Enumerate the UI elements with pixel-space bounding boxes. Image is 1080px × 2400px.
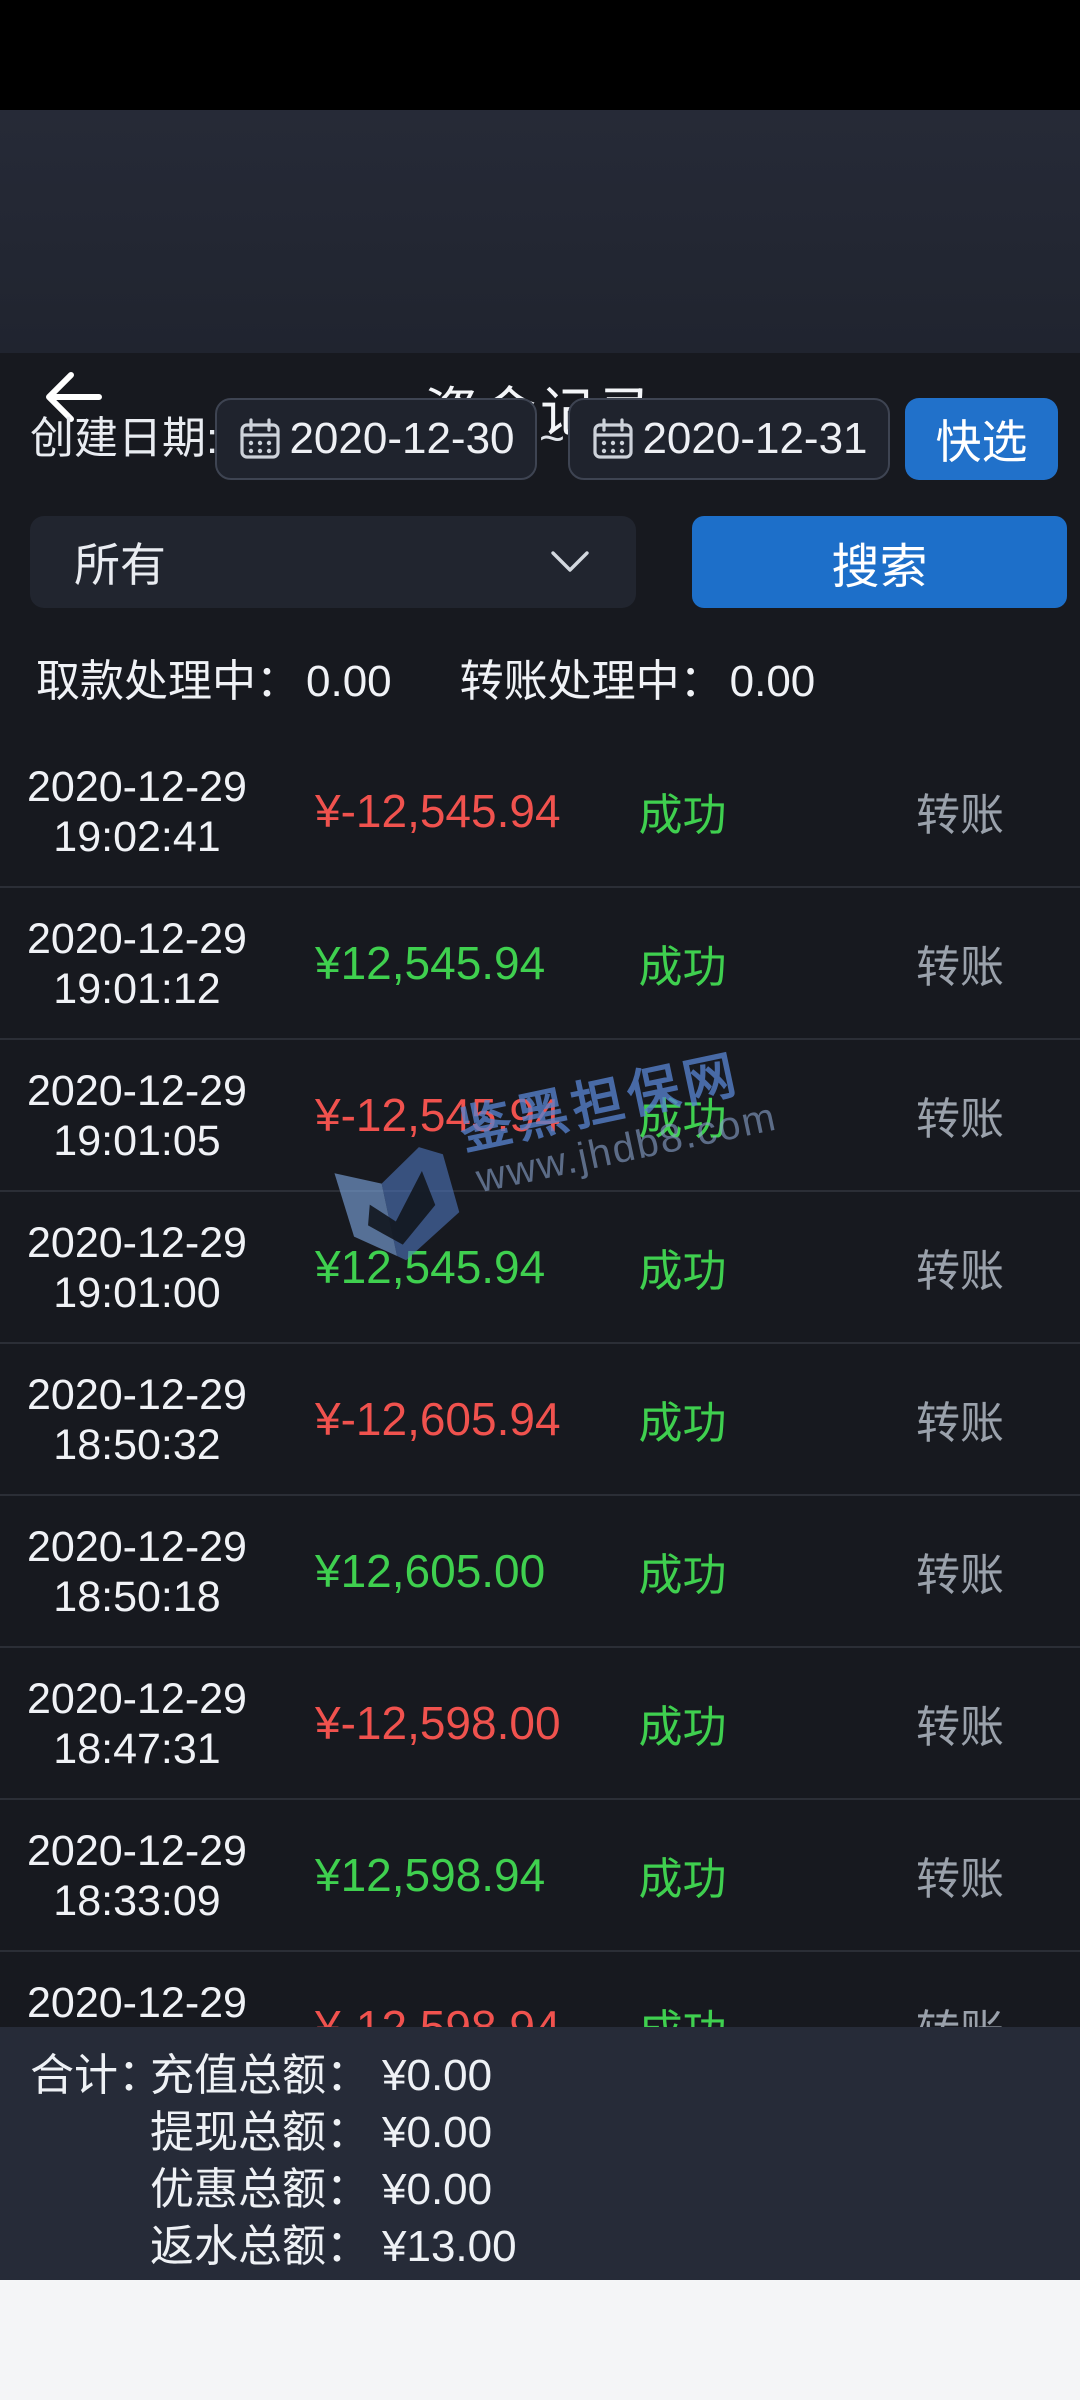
summary-row-label: 提现总额： xyxy=(150,2108,370,2157)
withdraw-processing-value: 0.00 xyxy=(306,657,392,706)
txn-type: 转账 xyxy=(916,1855,1004,1904)
txn-status: 成功 xyxy=(638,1399,727,1448)
calendar-icon xyxy=(237,416,283,462)
txn-status: 成功 xyxy=(638,1855,727,1904)
search-button-label: 搜索 xyxy=(831,541,928,594)
txn-type: 转账 xyxy=(916,1399,1004,1448)
summary-row-value: ¥0.00 xyxy=(382,2165,493,2214)
quick-select-button[interactable]: 快选 xyxy=(905,398,1058,480)
txn-amount: ¥-12,605.94 xyxy=(315,1393,561,1445)
summary-rows: 充值总额： ¥0.00 提现总额： ¥0.00 优惠总额： ¥0.00 返水总额： ¥1… xyxy=(150,2047,517,2275)
table-row: 2020-12-29 18:50:18 ¥12,605.00 成功 转账 xyxy=(0,1496,1080,1648)
txn-status: 成功 xyxy=(638,1247,727,1296)
quick-select-label: 快选 xyxy=(935,416,1028,468)
table-row: 2020-12-29 19:01:05 ¥-12,545.94 成功 转账 xyxy=(0,1040,1080,1192)
type-filter-value: 所有 xyxy=(74,539,166,591)
txn-type: 转账 xyxy=(916,1095,1004,1144)
date-to-input[interactable]: 2020-12-31 xyxy=(568,398,890,480)
date-from-value: 2020-12-30 xyxy=(289,414,515,463)
txn-type: 转账 xyxy=(880,1952,1040,2027)
withdraw-processing-label: 取款处理中： xyxy=(36,657,300,706)
txn-datetime: 2020-12-29 19:01:00 xyxy=(27,1219,247,1317)
txn-type: 转账 xyxy=(916,791,1004,840)
txn-datetime: 2020-12-29 18:47:31 xyxy=(27,1675,247,1773)
summary-row-label: 优惠总额： xyxy=(150,2165,370,2214)
table-row: 2020-12-29 18:47:31 ¥-12,598.00 成功 转账 xyxy=(0,1648,1080,1800)
date-filter-label: 创建日期: xyxy=(30,414,219,463)
header: 资金记录 xyxy=(0,110,1080,443)
withdraw-processing: 取款处理中： 0.00 xyxy=(30,657,392,706)
transaction-list[interactable]: 2020-12-29 19:02:41 ¥-12,545.94 成功 转账 202… xyxy=(0,736,1080,2027)
txn-type: 转账 xyxy=(916,1703,1004,1752)
txn-datetime: 2020-12-29 19:02:41 xyxy=(27,763,247,861)
date-to-value: 2020-12-31 xyxy=(642,414,868,463)
txn-status: 成功 xyxy=(638,791,727,840)
txn-datetime: 2020-12-29 18:50:32 xyxy=(27,1371,247,1469)
txn-amount: ¥12,598.94 xyxy=(315,1849,546,1901)
txn-datetime: 2020-12-29 19:01:12 xyxy=(27,915,247,1013)
txn-amount: ¥12,545.94 xyxy=(315,1241,546,1293)
summary-row-value: ¥13.00 xyxy=(382,2222,517,2271)
txn-amount: ¥12,545.94 xyxy=(315,937,546,989)
table-row: 2020-12-29 19:01:00 ¥12,545.94 成功 转账 xyxy=(0,1192,1080,1344)
date-from-input[interactable]: 2020-12-30 xyxy=(215,398,537,480)
txn-type: 转账 xyxy=(916,943,1004,992)
summary-row-value: ¥0.00 xyxy=(382,2108,493,2157)
txn-amount: ¥-12,598.00 xyxy=(315,1697,561,1749)
summary-row-deposit: 充值总额： ¥0.00 xyxy=(150,2047,517,2104)
txn-datetime: 2020-12-29 xyxy=(27,1979,247,2027)
back-button[interactable] xyxy=(38,362,108,432)
txn-status: 成功 xyxy=(638,1095,727,1144)
summary-row-rebate: 返水总额： ¥13.00 xyxy=(150,2218,517,2275)
txn-status: 成功 xyxy=(638,943,727,992)
summary-total-label: 合计： xyxy=(30,2051,162,2100)
summary-row-label: 充值总额： xyxy=(150,2051,370,2100)
status-bar xyxy=(0,0,1080,110)
txn-type: 转账 xyxy=(916,1551,1004,1600)
summary-row-bonus: 优惠总额： ¥0.00 xyxy=(150,2161,517,2218)
chevron-down-icon xyxy=(550,550,590,574)
txn-amount: ¥-12,598.94 xyxy=(315,2001,561,2027)
table-row: 2020-12-29 18:50:32 ¥-12,605.94 成功 转账 xyxy=(0,1344,1080,1496)
search-button[interactable]: 搜索 xyxy=(692,516,1067,608)
txn-amount: ¥-12,545.94 xyxy=(315,1089,561,1141)
android-nav-bar xyxy=(0,2280,1080,2400)
table-row: 2020-12-29 18:33:09 ¥12,598.94 成功 转账 xyxy=(0,1800,1080,1952)
transfer-processing-value: 0.00 xyxy=(729,657,816,706)
txn-datetime: 2020-12-29 19:01:05 xyxy=(27,1067,247,1165)
txn-amount: ¥-12,545.94 xyxy=(315,785,561,837)
transfer-processing: 转账处理中： 0.00 xyxy=(454,657,816,706)
txn-status: 成功 xyxy=(638,1703,727,1752)
processing-summary: 取款处理中： 0.00 转账处理中： 0.00 xyxy=(30,648,877,716)
table-row: 2020-12-29 ¥-12,598.94 成功 转账 xyxy=(0,1952,1080,2027)
txn-status: 成功 xyxy=(638,1551,727,1600)
summary-row-withdraw: 提现总额： ¥0.00 xyxy=(150,2104,517,2161)
summary-row-value: ¥0.00 xyxy=(382,2051,493,2100)
txn-datetime: 2020-12-29 18:33:09 xyxy=(27,1827,247,1925)
type-filter-dropdown[interactable]: 所有 xyxy=(30,516,636,608)
date-range-separator: ~ xyxy=(539,414,565,463)
transfer-processing-label: 转账处理中： xyxy=(459,657,724,706)
summary-row-label: 返水总额： xyxy=(150,2222,370,2271)
txn-amount: ¥12,605.00 xyxy=(315,1545,546,1597)
back-arrow-icon xyxy=(46,372,102,422)
txn-status: 成功 xyxy=(610,1952,755,2027)
summary-panel: 合计： 充值总额： ¥0.00 提现总额： ¥0.00 优惠总额： ¥0.00 返水总… xyxy=(0,2027,1080,2280)
txn-type: 转账 xyxy=(916,1247,1004,1296)
calendar-icon xyxy=(590,416,636,462)
table-row: 2020-12-29 19:02:41 ¥-12,545.94 成功 转账 xyxy=(0,736,1080,888)
table-row: 2020-12-29 19:01:12 ¥12,545.94 成功 转账 xyxy=(0,888,1080,1040)
txn-datetime: 2020-12-29 18:50:18 xyxy=(27,1523,247,1621)
